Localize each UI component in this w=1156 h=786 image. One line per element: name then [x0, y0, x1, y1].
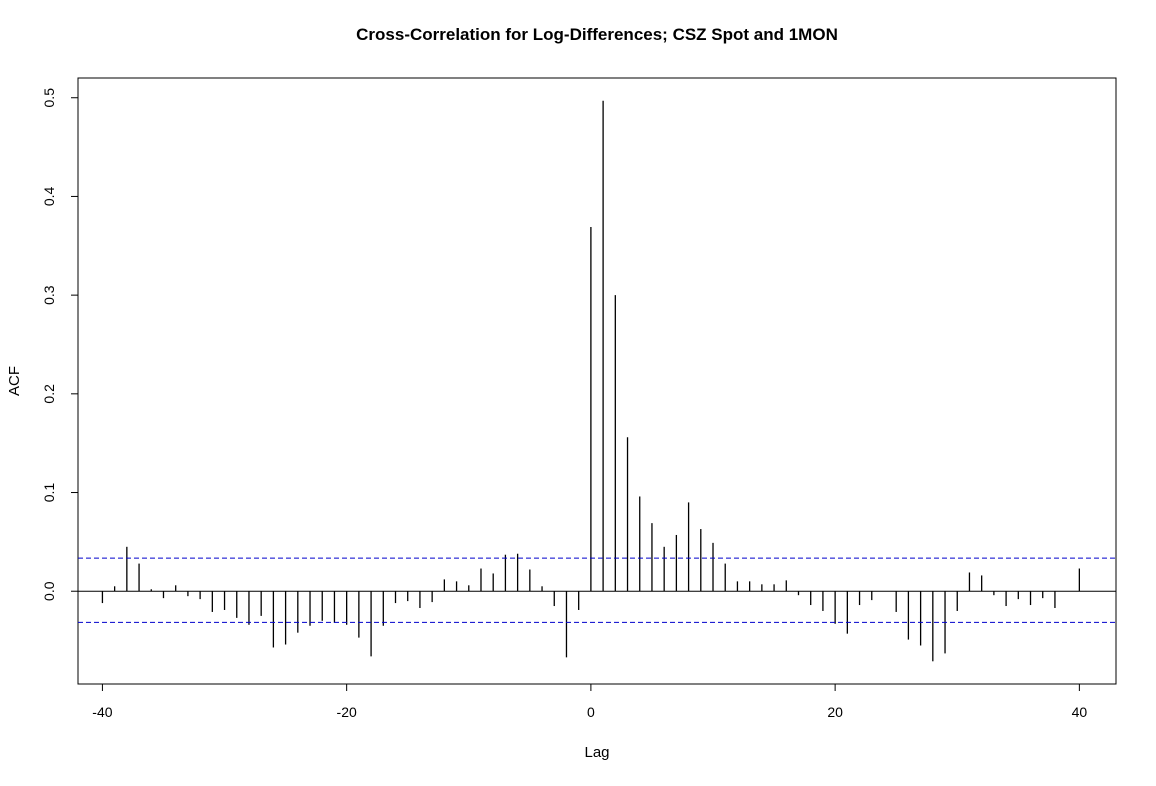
x-tick-label: 0	[587, 704, 595, 720]
y-tick-label: 0.2	[41, 384, 57, 404]
x-tick-label: 20	[827, 704, 843, 720]
y-tick-label: 0.1	[41, 483, 57, 503]
plot-frame	[77, 77, 1117, 685]
x-axis-label: Lag	[584, 744, 609, 761]
confidence-bounds	[78, 557, 1116, 623]
y-axis-label: ACF	[6, 366, 23, 396]
y-tick-label: 0.4	[41, 186, 57, 206]
x-axis: -40 -20 0 20 40	[92, 684, 1087, 720]
y-tick-label: 0.3	[41, 285, 57, 305]
y-axis: 0.0 0.1 0.2 0.3 0.4 0.5	[41, 88, 78, 601]
x-tick-label: 40	[1072, 704, 1088, 720]
ccf-bars	[101, 100, 1081, 662]
x-tick-label: -20	[337, 704, 357, 720]
x-tick-label: -40	[92, 704, 112, 720]
y-tick-label: 0.0	[41, 581, 57, 601]
chart-title: Cross-Correlation for Log-Differences; C…	[356, 25, 838, 44]
y-tick-label: 0.5	[41, 88, 57, 108]
